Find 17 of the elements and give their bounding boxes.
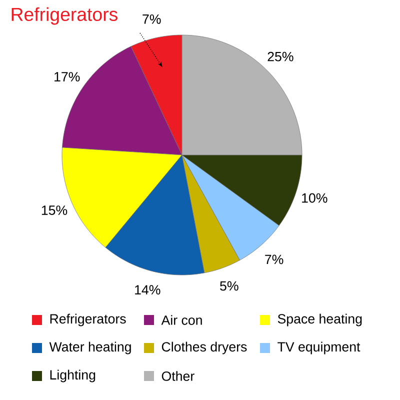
legend-label: Air con	[161, 315, 202, 325]
data-label: 14%	[135, 285, 160, 294]
data-label: 17%	[54, 72, 80, 82]
data-label: 15%	[42, 206, 68, 215]
legend-label: Space heating	[278, 314, 362, 326]
data-label: 10%	[302, 193, 328, 203]
data-label: 5%	[220, 281, 238, 291]
data-label: 7%	[265, 254, 284, 264]
legend-label: Clothes dryers	[162, 342, 247, 354]
legend-label: Other	[162, 371, 194, 381]
legend-label: Water heating	[49, 342, 131, 354]
legend-label: Lighting	[50, 370, 96, 382]
legend-label: Refrigerators	[50, 314, 126, 326]
data-label: 7%	[142, 14, 161, 24]
chart-title: Refrigerators	[12, 7, 118, 25]
legend-label: TV equipment	[278, 342, 360, 354]
data-label: 25%	[268, 52, 294, 62]
